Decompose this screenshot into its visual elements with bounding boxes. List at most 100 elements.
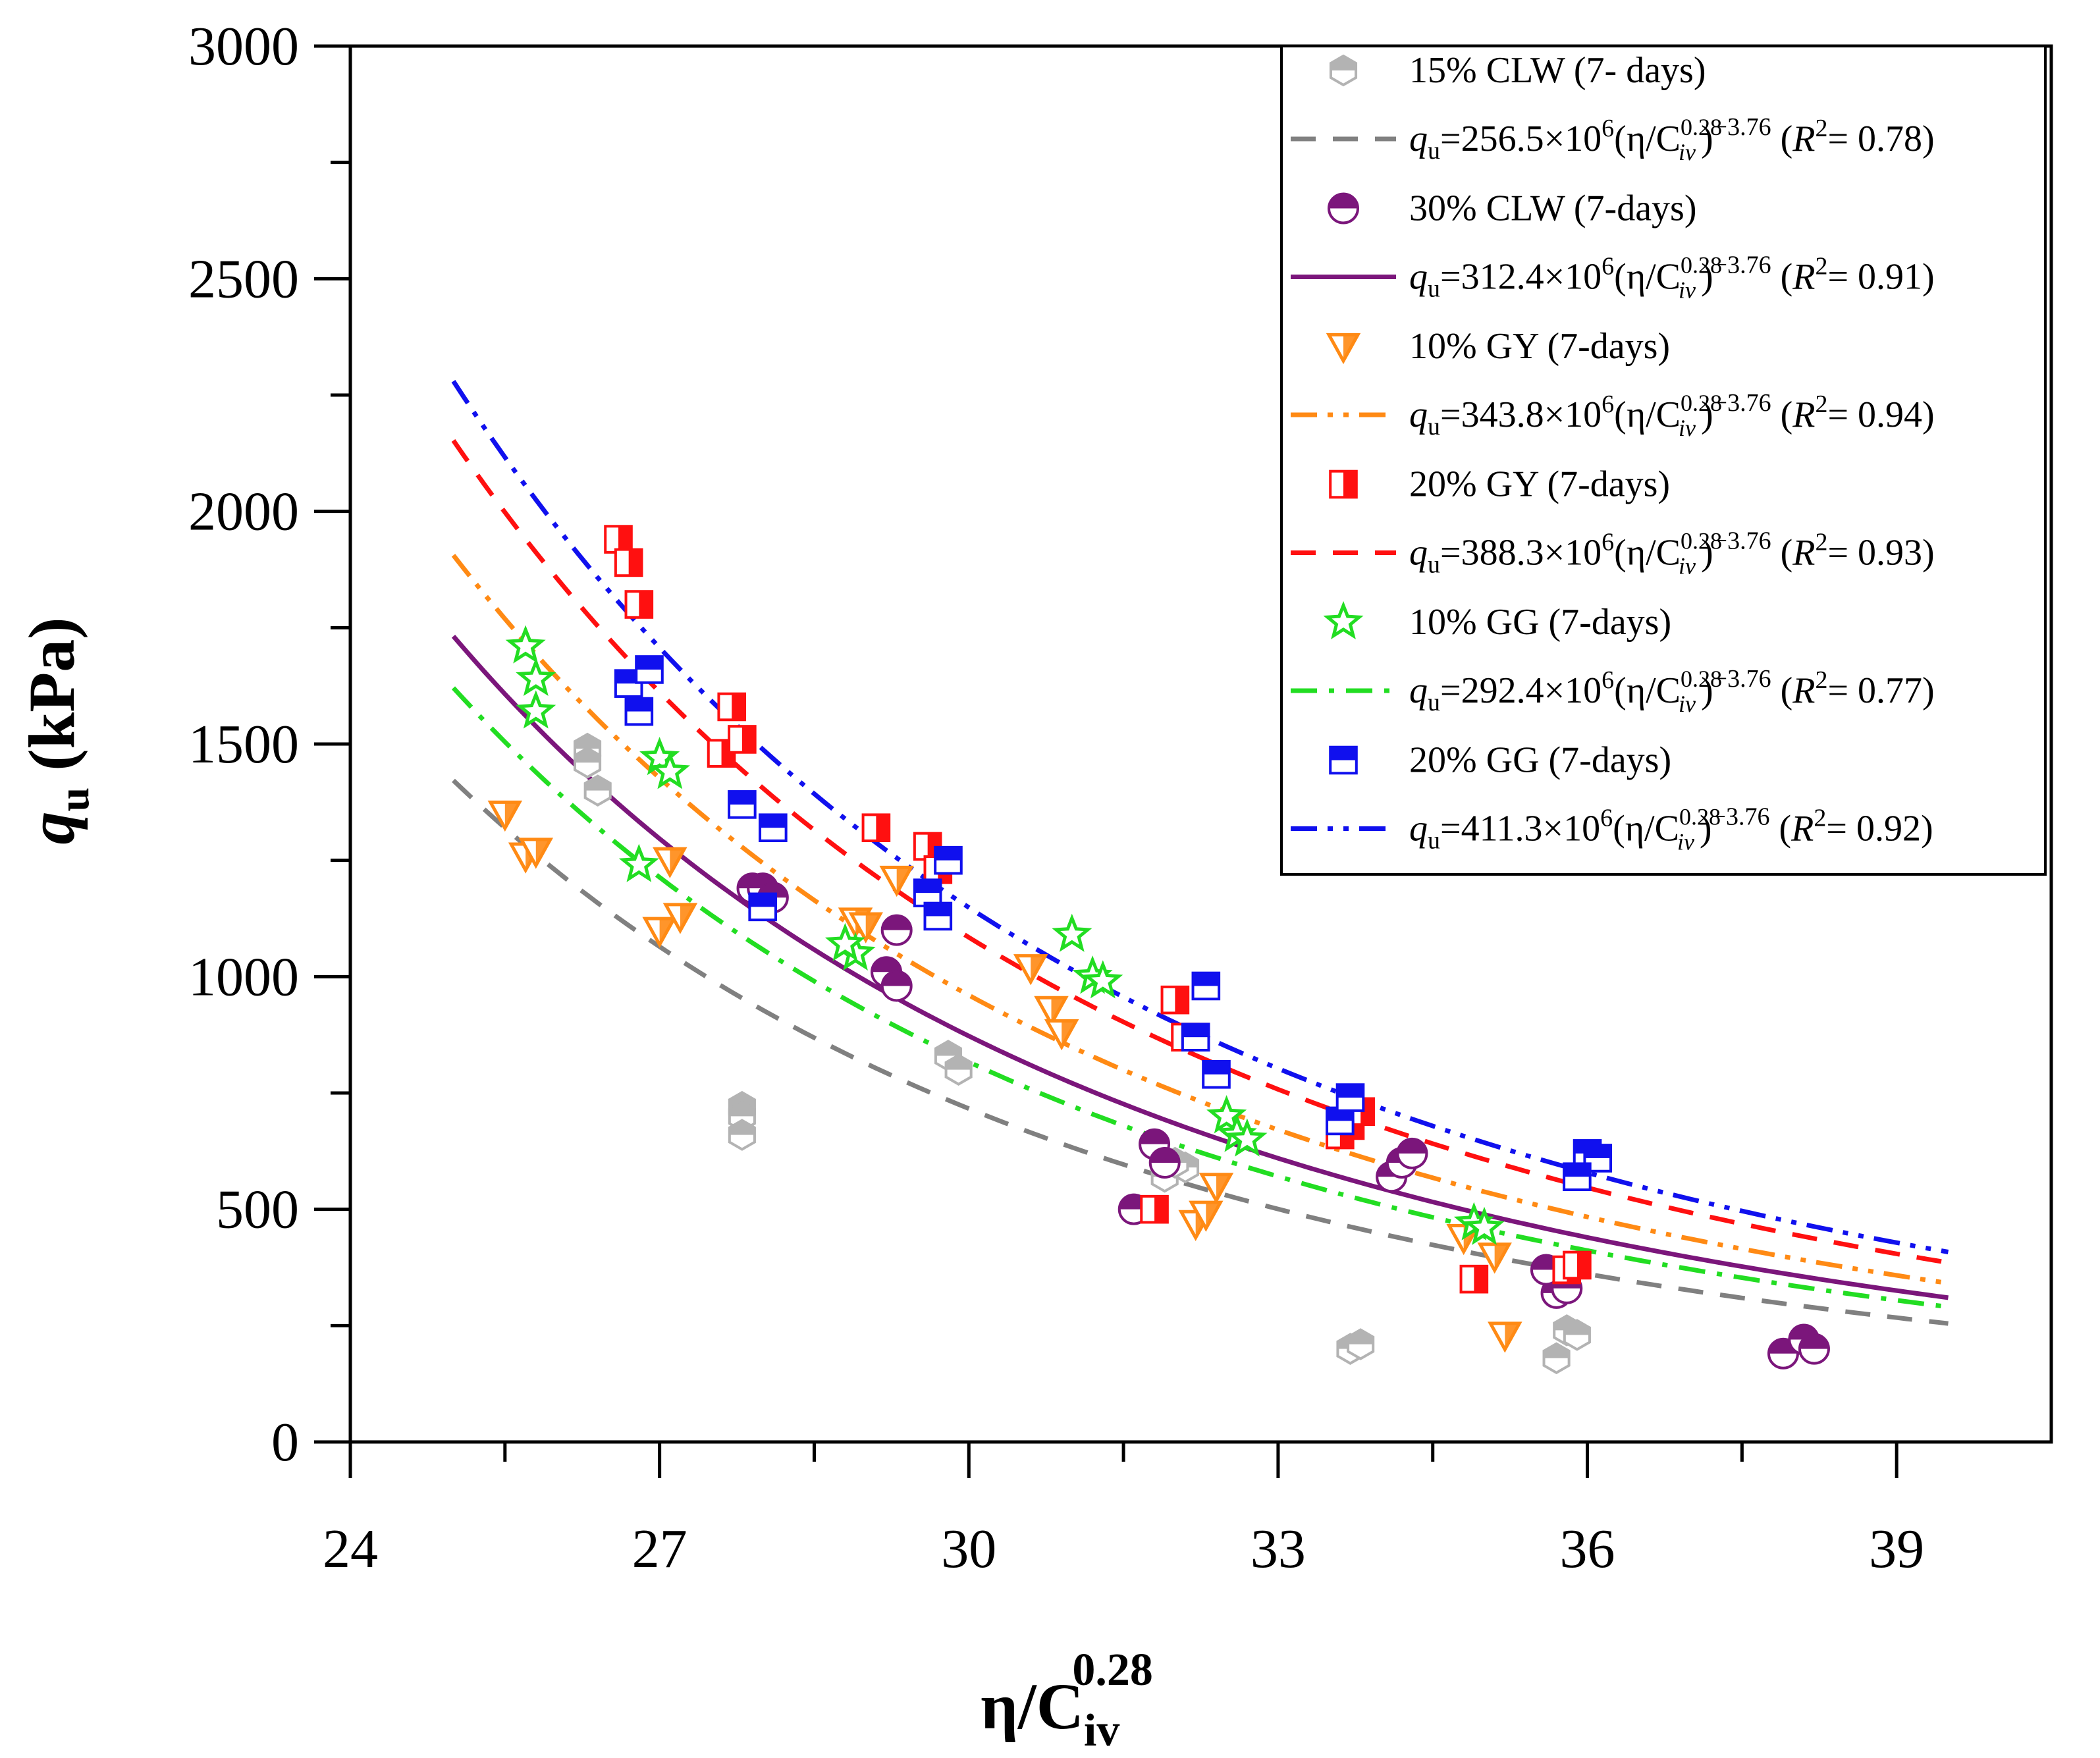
fit-lines: [451, 379, 1949, 1326]
data-point: [1181, 1023, 1210, 1052]
data-point: [1563, 1250, 1592, 1280]
y-tick-labels: 0 500 1000 1500 2000 2500 3000: [188, 16, 299, 1473]
data-point: [748, 892, 777, 922]
legend-series-label: 15% CLW (7- days): [1409, 50, 1706, 91]
data-point: [1396, 1137, 1428, 1169]
legend-fit-equation: qu=411.3×106(η/C0.28 iv)−3.76 (R2= 0.92): [1409, 803, 1933, 855]
data-point: [614, 548, 643, 577]
data-point: [624, 590, 654, 619]
data-point: [649, 751, 690, 789]
data-point: [880, 970, 913, 1002]
data-point: [1191, 971, 1221, 1001]
data-point: [1148, 1147, 1181, 1179]
data-point: [824, 922, 865, 961]
x-axis-title-sup: 0.28: [1072, 1645, 1153, 1695]
data-point: [1198, 1173, 1234, 1204]
data-point: [487, 800, 523, 832]
legend: 15% CLW (7- days) qu=256.5×106(η/C0.28 iv)…: [1280, 45, 2047, 876]
data-point: [1202, 1059, 1231, 1089]
fit-line: [451, 379, 1949, 1254]
fit-line: [451, 554, 1949, 1286]
x-tick-label: 33: [1251, 1518, 1306, 1580]
data-point: [516, 690, 556, 729]
legend-series-label: 20% GY (7-days): [1409, 464, 1670, 505]
x-axis-title-sub: iv: [1084, 1705, 1119, 1756]
y-tick-label: 0: [271, 1412, 299, 1473]
y-tick-label: 2000: [188, 481, 299, 543]
data-point: [1329, 54, 1358, 87]
legend-series-label: 10% GG (7-days): [1409, 602, 1671, 643]
data-point: [1347, 1328, 1375, 1360]
data-point: [944, 1053, 973, 1086]
data-point: [848, 912, 883, 944]
data-point: [662, 903, 698, 934]
series-markers: [574, 732, 1591, 1375]
legend-series-label: 10% GY (7-days): [1409, 326, 1670, 367]
data-point: [728, 725, 757, 754]
y-axis-title-sub: u: [50, 787, 98, 812]
legend-series-label: 30% CLW (7-days): [1409, 188, 1697, 229]
fit-line: [452, 778, 1949, 1326]
data-point: [861, 813, 891, 843]
y-tick-label: 1000: [188, 946, 299, 1007]
data-point: [516, 657, 556, 697]
data-point: [1044, 1019, 1079, 1051]
data-point: [604, 525, 633, 554]
data-point: [1013, 954, 1048, 986]
series-markers: [614, 655, 1612, 1192]
data-point: [624, 697, 654, 726]
data-point: [618, 843, 659, 882]
x-axis-title-main: η/C: [981, 1670, 1084, 1743]
x-tick-label: 39: [1869, 1518, 1924, 1580]
data-point: [1798, 1333, 1830, 1365]
y-axis-title-q: q: [15, 812, 88, 845]
data-point: [1160, 985, 1190, 1015]
data-point: [635, 655, 664, 684]
data-point: [1083, 960, 1123, 999]
data-point: [1488, 1321, 1522, 1353]
series-markers: [736, 872, 1830, 1370]
x-axis-title: η/Civ 0.28: [981, 1645, 1153, 1756]
legend-fit-equation: qu=256.5×106(η/C0.28 iv)−3.76 (R2= 0.78): [1409, 113, 1935, 165]
data-point: [1326, 333, 1361, 365]
legend-fit-equation: qu=343.8×106(η/C0.28 iv)−3.76 (R2= 0.94): [1409, 389, 1935, 441]
data-markers: [487, 525, 1830, 1375]
data-point: [653, 847, 687, 878]
data-point: [1542, 1342, 1571, 1375]
data-point: [1329, 469, 1358, 499]
data-point: [642, 917, 677, 948]
data-point: [1477, 1242, 1512, 1274]
data-point: [934, 845, 963, 875]
series-markers: [487, 800, 1522, 1353]
data-point: [1328, 192, 1359, 225]
data-point: [1034, 996, 1069, 1027]
data-point: [1563, 1162, 1592, 1192]
y-tick-label: 3000: [188, 16, 299, 77]
data-point: [1052, 913, 1092, 952]
data-point: [879, 865, 914, 897]
legend-series-label: 20% GG (7-days): [1409, 740, 1671, 781]
data-point: [913, 878, 942, 907]
data-point: [518, 838, 554, 869]
data-point: [574, 746, 602, 779]
legend-items: 15% CLW (7- days) qu=256.5×106(η/C0.28 iv)…: [1291, 50, 1935, 855]
data-point: [1563, 1319, 1591, 1351]
data-point: [1335, 1083, 1365, 1112]
data-point: [1189, 1200, 1224, 1232]
x-tick-label: 24: [323, 1518, 378, 1580]
data-point: [1206, 1095, 1247, 1134]
data-point: [728, 1119, 756, 1151]
legend-fit-equation: qu=312.4×106(η/C0.28 iv)−3.76 (R2= 0.91): [1409, 252, 1935, 304]
data-point: [923, 901, 953, 931]
y-axis-title: qu (kPa): [15, 617, 98, 844]
data-point: [728, 790, 757, 819]
fit-line: [451, 686, 1949, 1310]
x-tick-labels: 24 27 30 33 36 39: [323, 1518, 1924, 1580]
legend-box: [1280, 45, 2047, 876]
data-point: [583, 774, 612, 807]
data-point: [505, 625, 546, 664]
data-point: [759, 813, 788, 843]
y-tick-label: 2500: [188, 248, 299, 309]
data-point: [1140, 1194, 1169, 1224]
